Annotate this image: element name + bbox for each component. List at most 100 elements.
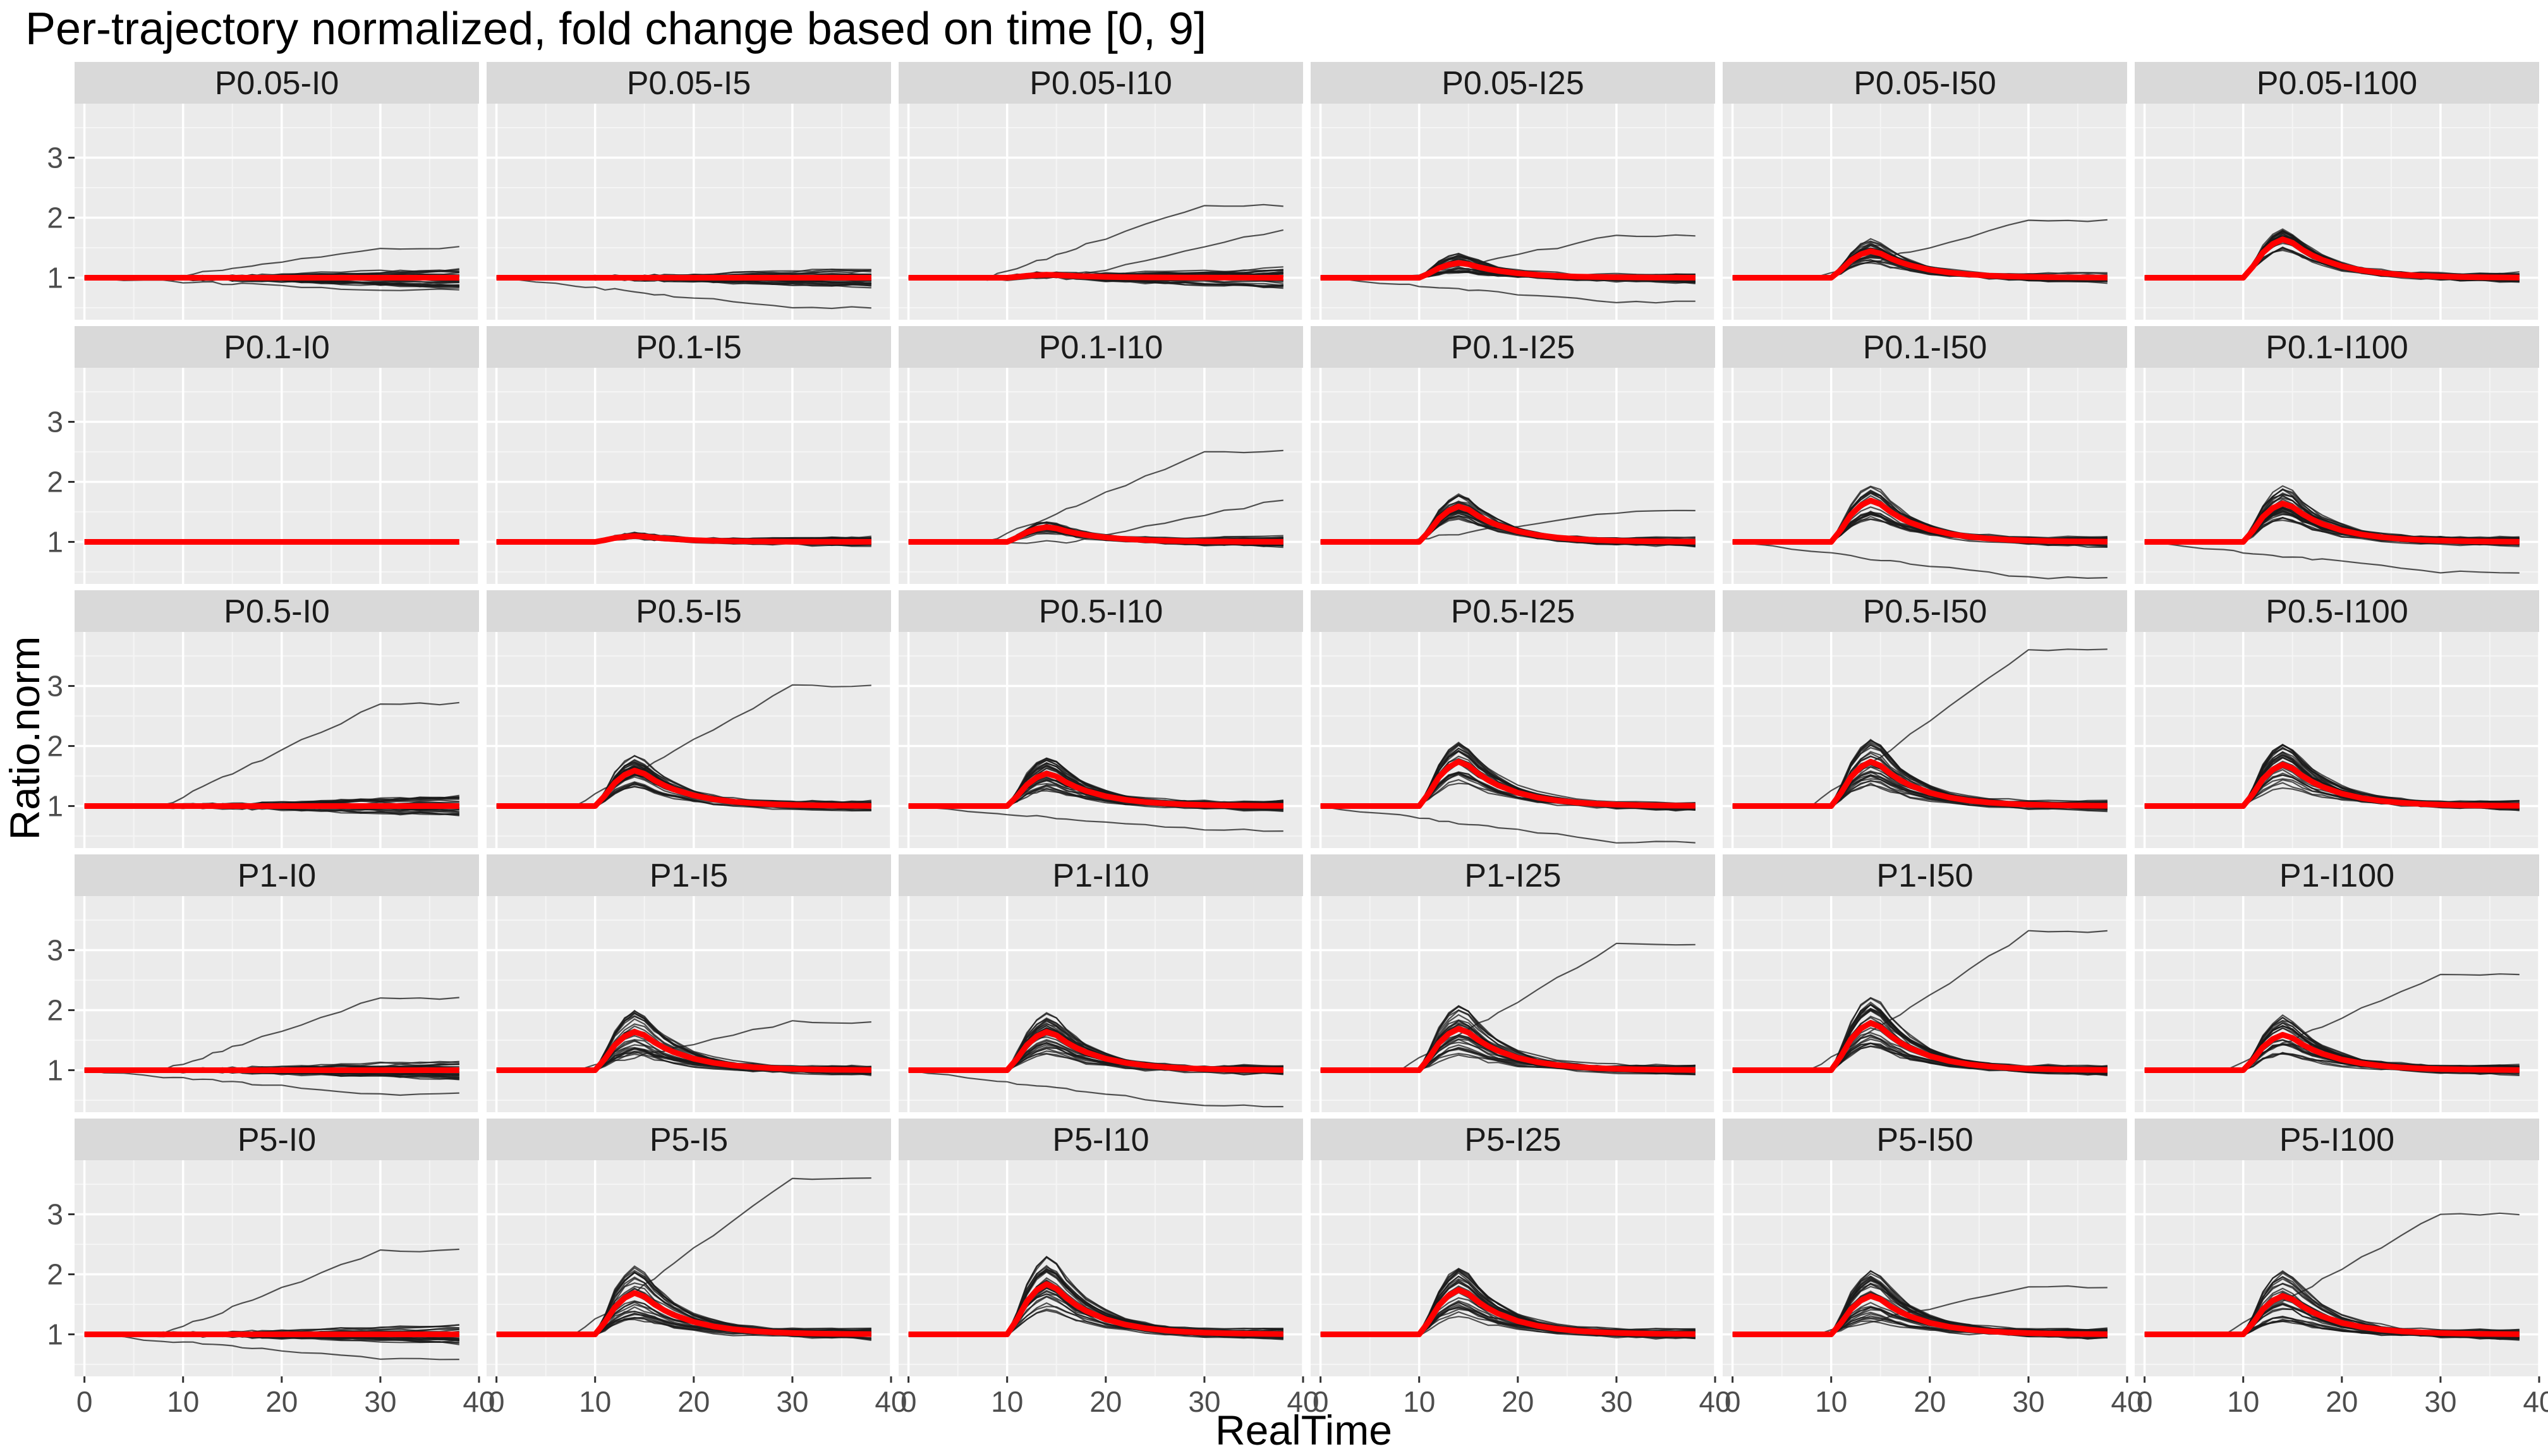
y-tick-label: 2	[47, 202, 63, 234]
facet-strip-label: P5-I25	[1464, 1122, 1561, 1158]
facet-strip-label: P0.1-I50	[1863, 329, 1987, 366]
facet-strip-label: P0.5-I100	[2266, 593, 2408, 630]
facet-strip-label: P1-I50	[1876, 858, 1973, 894]
facet-strip-label: P1-I100	[2279, 858, 2394, 894]
x-tick-label: 30	[2012, 1385, 2044, 1418]
mean-trajectory-line	[908, 770, 1283, 809]
facet-panel: P0.05-I50	[1723, 62, 2128, 320]
mean-trajectory-line	[496, 767, 871, 809]
facet-strip	[899, 326, 1303, 368]
facet-strip	[1311, 590, 1715, 632]
mean-trajectory-line	[496, 1029, 871, 1073]
facet-panel: P1-I25	[1311, 854, 1716, 1112]
mean-trajectory-line	[496, 1290, 871, 1337]
outlier-trajectory-line	[908, 806, 1283, 832]
mean-trajectory-line	[1732, 1020, 2108, 1073]
panel-background	[75, 104, 479, 320]
y-tick-label: 3	[47, 934, 63, 967]
facet-strip	[899, 1119, 1303, 1160]
facet-strip	[2135, 590, 2539, 632]
y-tick-label: 1	[47, 526, 63, 559]
mean-trajectory-line	[2144, 500, 2520, 545]
facet-panel: P0.1-I10	[899, 326, 1304, 584]
x-tick-label: 20	[265, 1385, 298, 1418]
mean-trajectory-line	[1732, 1293, 2108, 1337]
facet-strip	[899, 62, 1303, 104]
panel-background	[1311, 104, 1715, 320]
facet-strip-label: P0.1-I0	[224, 329, 330, 366]
y-tick-label: 3	[47, 670, 63, 703]
y-tick-label: 1	[47, 1318, 63, 1351]
facet-panel: P0.1-I0	[75, 326, 480, 584]
panel-background	[899, 632, 1303, 848]
panel-background	[899, 104, 1303, 320]
facet-strip	[75, 1119, 479, 1160]
x-tick-label: 10	[1403, 1385, 1435, 1418]
mean-trajectory-line	[1320, 1026, 1696, 1073]
mean-trajectory-line	[2144, 236, 2520, 281]
x-tick-label: 20	[1914, 1385, 1946, 1418]
facet-panel: P0.5-I10	[899, 590, 1304, 848]
facet-panel: P0.5-I50	[1723, 590, 2128, 848]
facet-strip-label: P0.05-I10	[1029, 65, 1172, 102]
facet-strip	[1723, 1119, 2127, 1160]
panel-background	[1723, 632, 2127, 848]
facet-strip-label: P1-I25	[1464, 858, 1561, 894]
facet-strip	[2135, 62, 2539, 104]
outlier-trajectory-line	[2144, 541, 2520, 574]
facet-strip	[1311, 1119, 1715, 1160]
mean-trajectory-line	[908, 524, 1283, 545]
y-tick-label: 1	[47, 1054, 63, 1087]
facet-strip	[75, 590, 479, 632]
panel-background	[487, 104, 891, 320]
x-tick-label: 20	[677, 1385, 710, 1418]
outlier-trajectory-line	[84, 1333, 459, 1361]
y-tick-label: 1	[47, 790, 63, 823]
facet-strip	[2135, 854, 2539, 896]
x-tick-label: 0	[1313, 1385, 1329, 1418]
y-tick-label: 1	[47, 262, 63, 294]
facet-strip	[75, 326, 479, 368]
facet-strip-label: P0.5-I50	[1863, 593, 1987, 630]
facet-panel: P0.05-I5	[487, 62, 892, 320]
facet-panel: P1-I5	[487, 854, 892, 1112]
mean-trajectory-line	[1320, 260, 1696, 281]
panel-background	[1311, 896, 1715, 1112]
facet-panel: P5-I0	[75, 1119, 480, 1376]
mean-trajectory-line	[1732, 497, 2108, 545]
facet-panel: P0.1-I25	[1311, 326, 1716, 584]
panel-background	[487, 632, 891, 848]
facet-strip	[1311, 854, 1715, 896]
facet-strip	[487, 62, 891, 104]
facet-strip-label: P1-I5	[650, 858, 728, 894]
facet-strip-label: P5-I10	[1052, 1122, 1149, 1158]
x-tick-label: 40	[2111, 1385, 2143, 1418]
mean-trajectory-line	[1732, 758, 2108, 809]
facet-panel: P5-I5	[487, 1119, 892, 1376]
panel-background	[1723, 368, 2127, 584]
x-tick-label: 10	[579, 1385, 611, 1418]
panel-background	[487, 368, 891, 584]
facet-panel: P0.05-I0	[75, 62, 480, 320]
outlier-trajectory-line	[908, 1069, 1283, 1108]
facet-strip	[899, 854, 1303, 896]
x-tick-label: 0	[76, 1385, 93, 1418]
facet-panel: P1-I0	[75, 854, 480, 1112]
facet-strip-label: P5-I50	[1876, 1122, 1973, 1158]
outlier-trajectory-line	[84, 1069, 459, 1096]
mean-trajectory-line	[908, 1281, 1283, 1337]
x-tick-label: 40	[1287, 1385, 1319, 1418]
mean-trajectory-line	[1320, 758, 1696, 809]
facet-strip	[2135, 326, 2539, 368]
facet-strip	[2135, 1119, 2539, 1160]
panel-background	[75, 368, 479, 584]
panel-background	[1311, 1160, 1715, 1376]
y-tick-label: 3	[47, 406, 63, 439]
facet-panel: P0.05-I10	[899, 62, 1304, 320]
facet-strip-label: P5-I0	[238, 1122, 316, 1158]
x-tick-label: 20	[1502, 1385, 1534, 1418]
y-tick-label: 3	[47, 1198, 63, 1231]
y-axis-title: Ratio.norm	[1, 636, 48, 840]
x-tick-label: 40	[463, 1385, 495, 1418]
